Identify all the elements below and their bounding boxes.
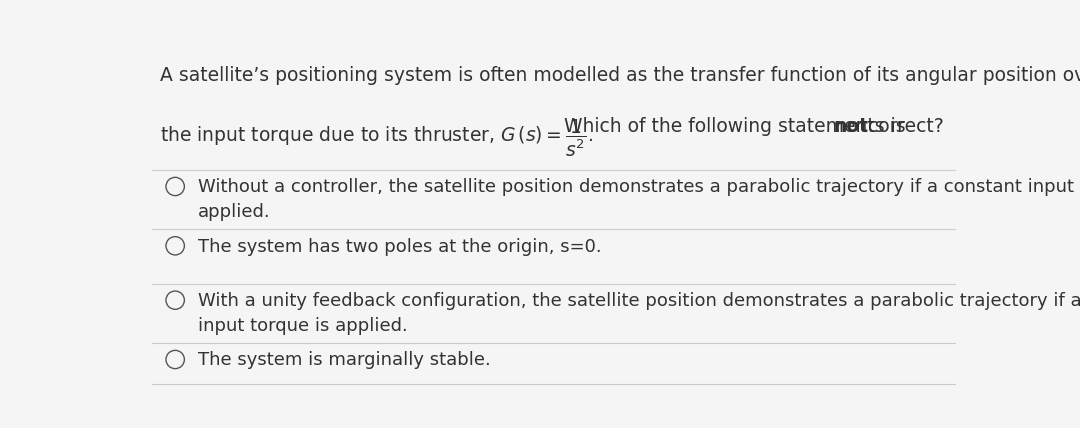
Text: applied.: applied. [198, 203, 270, 221]
Text: the input torque due to its thruster, $\mathit{G}\,(\mathit{s}) = \dfrac{1}{s^2}: the input torque due to its thruster, $\… [160, 117, 593, 159]
Text: With a unity feedback configuration, the satellite position demonstrates a parab: With a unity feedback configuration, the… [198, 292, 1080, 310]
Text: Without a controller, the satellite position demonstrates a parabolic trajectory: Without a controller, the satellite posi… [198, 178, 1080, 196]
Text: correct?: correct? [862, 117, 943, 136]
Text: Which of the following statements is: Which of the following statements is [552, 117, 912, 136]
Text: The system has two poles at the origin, s=0.: The system has two poles at the origin, … [198, 238, 602, 256]
Text: not: not [833, 117, 868, 136]
Text: A satellite’s positioning system is often modelled as the transfer function of i: A satellite’s positioning system is ofte… [160, 66, 1080, 85]
Text: input torque is applied.: input torque is applied. [198, 317, 407, 335]
Text: The system is marginally stable.: The system is marginally stable. [198, 351, 490, 369]
